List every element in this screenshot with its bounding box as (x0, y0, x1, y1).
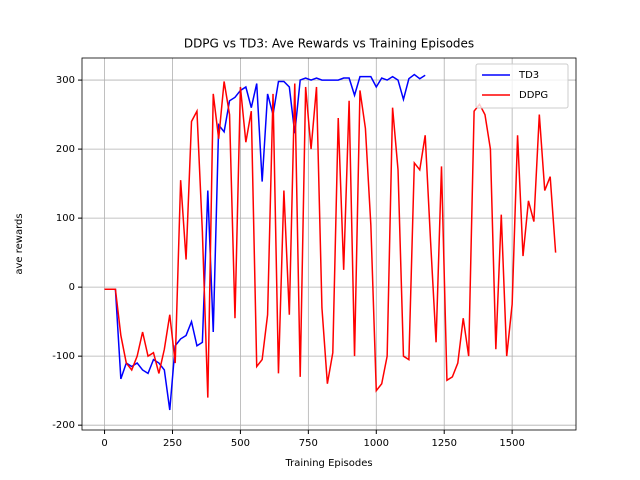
x-tick-label: 1500 (499, 438, 524, 449)
y-tick-label: -100 (52, 351, 75, 362)
plot-frame (81, 57, 577, 431)
legend-label: TD3 (518, 70, 539, 81)
y-tick-label: -200 (52, 420, 75, 431)
y-tick-label: 200 (56, 144, 75, 155)
x-tick-label: 1000 (364, 438, 389, 449)
series-line (104, 73, 426, 411)
chart-title: DDPG vs TD3: Ave Rewards vs Training Epi… (184, 37, 474, 51)
x-tick-label: 0 (101, 438, 107, 449)
y-axis-label: ave rewards (14, 213, 25, 274)
y-tick-label: 300 (56, 75, 75, 86)
x-tick-label: 750 (299, 438, 318, 449)
x-tick-label: 500 (231, 438, 250, 449)
x-tick-label: 1250 (431, 438, 456, 449)
x-tick-label: 250 (163, 438, 182, 449)
y-tick-label: 0 (69, 282, 75, 293)
y-tick-label: 100 (56, 213, 75, 224)
x-axis-label: Training Episodes (284, 458, 372, 469)
legend: TD3 DDPG (475, 63, 569, 109)
legend-label: DDPG (519, 90, 548, 101)
